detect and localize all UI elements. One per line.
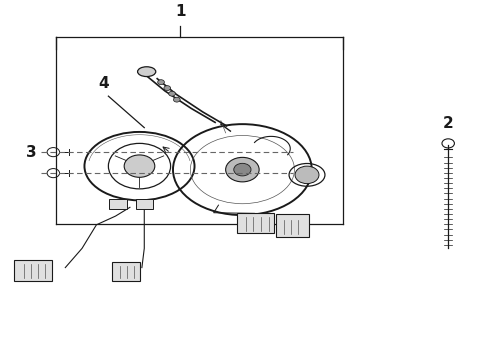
Bar — [136, 199, 153, 209]
FancyBboxPatch shape — [14, 260, 52, 280]
Circle shape — [157, 80, 164, 85]
Text: 3: 3 — [26, 145, 37, 160]
Text: 1: 1 — [175, 4, 185, 19]
Circle shape — [226, 158, 259, 182]
FancyBboxPatch shape — [237, 213, 275, 233]
Circle shape — [168, 91, 175, 96]
Bar — [109, 199, 127, 209]
Text: 2: 2 — [443, 116, 454, 131]
Ellipse shape — [138, 67, 156, 76]
Circle shape — [234, 163, 251, 176]
Text: 4: 4 — [98, 76, 109, 91]
Circle shape — [164, 86, 170, 91]
Circle shape — [173, 97, 180, 102]
FancyBboxPatch shape — [276, 215, 310, 237]
Circle shape — [124, 155, 155, 177]
Circle shape — [295, 166, 319, 184]
FancyBboxPatch shape — [112, 262, 141, 280]
